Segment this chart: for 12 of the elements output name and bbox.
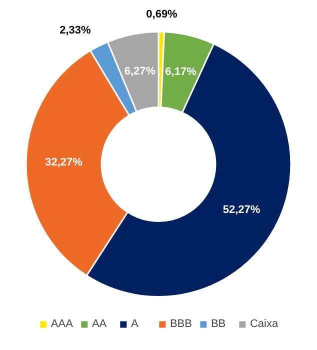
data-label: 32,27%: [45, 156, 83, 169]
legend-label: BB: [210, 318, 227, 330]
legend-label: AAA: [50, 318, 73, 330]
data-label: 0,69%: [146, 8, 178, 21]
legend-label: BBB: [170, 318, 192, 330]
data-label: 6,17%: [165, 66, 197, 78]
data-label: 52,27%: [222, 204, 260, 216]
legend-label: Caixa: [250, 318, 278, 330]
data-label: 6,27%: [124, 65, 156, 78]
legend-label: A: [130, 318, 140, 330]
legend-label: AA: [92, 318, 108, 330]
data-label: 2,33%: [60, 24, 91, 37]
